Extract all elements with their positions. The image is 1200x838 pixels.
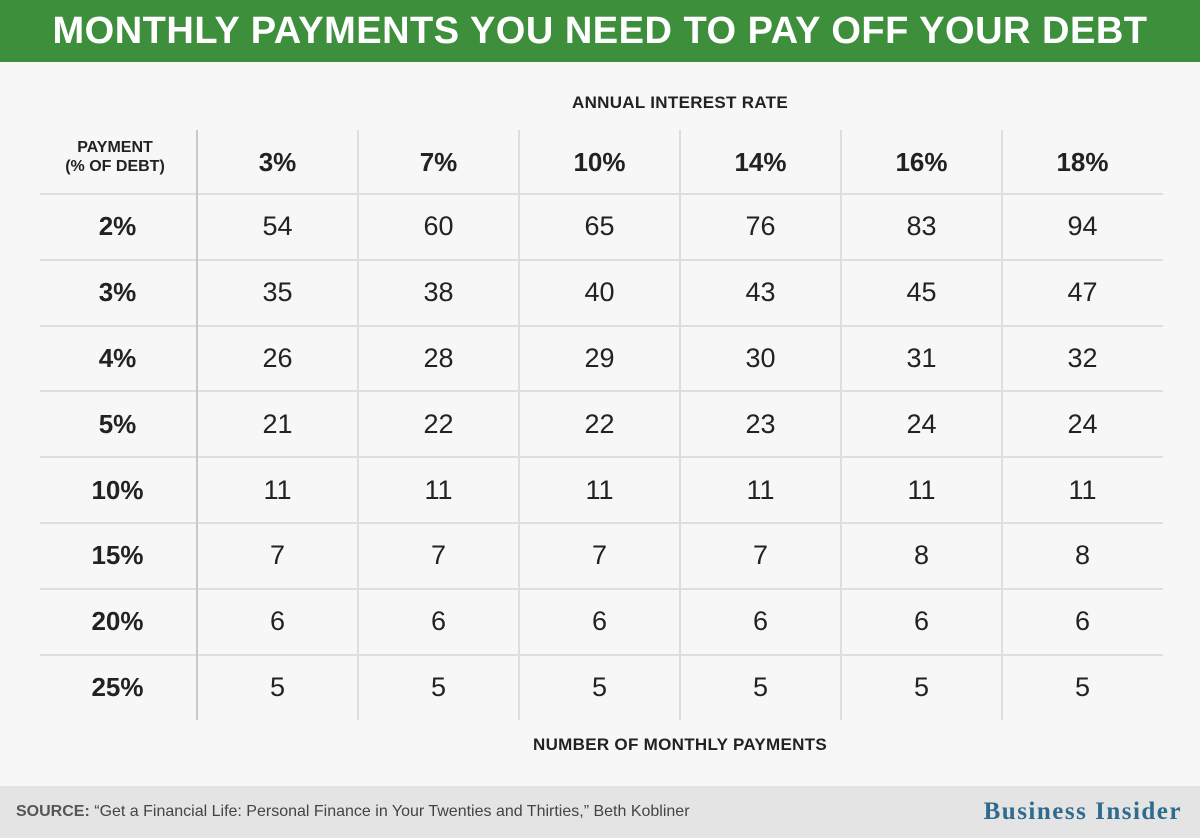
row-header: 15% xyxy=(91,540,144,571)
table-cell: 8 xyxy=(913,540,930,571)
table-cell: 32 xyxy=(1067,342,1098,373)
table-cell: 6 xyxy=(430,606,447,637)
row-header: 4% xyxy=(98,342,137,373)
column-header: 16% xyxy=(895,146,948,177)
column-divider xyxy=(840,130,842,721)
table-cell: 11 xyxy=(585,474,614,505)
row-header: 2% xyxy=(98,211,137,242)
column-header: 10% xyxy=(573,146,626,177)
table-cell: 22 xyxy=(423,408,454,439)
column-header: 7% xyxy=(419,146,458,177)
table-cell: 5 xyxy=(913,671,930,702)
column-divider xyxy=(679,130,681,721)
table-cell: 6 xyxy=(1074,606,1091,637)
row-divider xyxy=(40,324,1163,327)
table-cell: 5 xyxy=(430,671,447,702)
source-citation: “Get a Financial Life: Personal Finance … xyxy=(94,803,690,820)
table-cell: 43 xyxy=(745,277,776,308)
table-cell: 23 xyxy=(745,408,776,439)
column-divider xyxy=(196,130,198,721)
column-divider xyxy=(1001,130,1003,721)
table-cell: 83 xyxy=(906,211,937,242)
table-cell: 11 xyxy=(907,474,936,505)
row-header: 25% xyxy=(91,671,144,702)
table-cell: 94 xyxy=(1067,211,1098,242)
table-cell: 7 xyxy=(591,540,608,571)
row-header: 3% xyxy=(98,277,137,308)
source-text: SOURCE: “Get a Financial Life: Personal … xyxy=(16,803,690,821)
column-header: 18% xyxy=(1056,146,1109,177)
table-cell: 11 xyxy=(746,474,775,505)
title-bar: MONTHLY PAYMENTS YOU NEED TO PAY OFF YOU… xyxy=(0,0,1200,62)
table-cell: 6 xyxy=(269,606,286,637)
table-cell: 7 xyxy=(269,540,286,571)
table-cell: 5 xyxy=(1074,671,1091,702)
table-cell: 6 xyxy=(591,606,608,637)
table-cell: 6 xyxy=(752,606,769,637)
table-cell: 26 xyxy=(262,342,293,373)
row-divider xyxy=(40,456,1163,459)
row-group-label: PAYMENT (% OF DEBT) xyxy=(40,138,190,176)
row-divider xyxy=(40,258,1163,261)
row-header: 20% xyxy=(91,606,144,637)
table-cell: 11 xyxy=(424,474,453,505)
row-header: 5% xyxy=(98,408,137,439)
table-cell: 60 xyxy=(423,211,454,242)
source-prefix: SOURCE: xyxy=(16,803,90,820)
table-cell: 76 xyxy=(745,211,776,242)
row-divider xyxy=(40,390,1163,393)
table-cell: 5 xyxy=(269,671,286,702)
table-cell: 28 xyxy=(423,342,454,373)
row-divider xyxy=(40,653,1163,656)
table-cell: 24 xyxy=(1067,408,1098,439)
table-footer-label: NUMBER OF MONTHLY PAYMENTS xyxy=(533,735,827,754)
row-group-label-line-1: PAYMENT xyxy=(77,139,153,156)
column-divider xyxy=(357,130,359,721)
page-title: MONTHLY PAYMENTS YOU NEED TO PAY OFF YOU… xyxy=(52,9,1148,52)
table-cell: 21 xyxy=(262,408,293,439)
table-cell: 30 xyxy=(745,342,776,373)
table-cell: 31 xyxy=(906,342,937,373)
table-cell: 11 xyxy=(263,474,292,505)
table-cell: 5 xyxy=(752,671,769,702)
row-divider xyxy=(40,522,1163,524)
table-cell: 65 xyxy=(584,211,615,242)
source-bar: SOURCE: “Get a Financial Life: Personal … xyxy=(0,786,1200,838)
column-header: 14% xyxy=(734,146,787,177)
table-cell: 35 xyxy=(262,277,293,308)
table-cell: 8 xyxy=(1074,540,1091,571)
table-cell: 22 xyxy=(584,408,615,439)
table-cell: 45 xyxy=(906,277,937,308)
row-divider xyxy=(40,587,1163,590)
table-cell: 7 xyxy=(430,540,447,571)
table-cell: 7 xyxy=(752,540,769,571)
table-cell: 29 xyxy=(584,342,615,373)
table-cell: 47 xyxy=(1067,277,1098,308)
row-group-label-line-2: (% OF DEBT) xyxy=(65,158,165,175)
table-cell: 6 xyxy=(913,606,930,637)
brand-logo: Business Insider xyxy=(983,798,1182,825)
table-cell: 38 xyxy=(423,277,454,308)
row-header: 10% xyxy=(91,474,144,505)
table-cell: 11 xyxy=(1068,474,1097,505)
column-header: 3% xyxy=(258,146,297,177)
table-cell: 54 xyxy=(262,211,293,242)
table-cell: 24 xyxy=(906,408,937,439)
column-divider xyxy=(518,130,520,721)
row-divider xyxy=(40,193,1163,195)
table-cell: 5 xyxy=(591,671,608,702)
table-cell: 40 xyxy=(584,277,615,308)
column-group-label: ANNUAL INTEREST RATE xyxy=(572,93,788,112)
